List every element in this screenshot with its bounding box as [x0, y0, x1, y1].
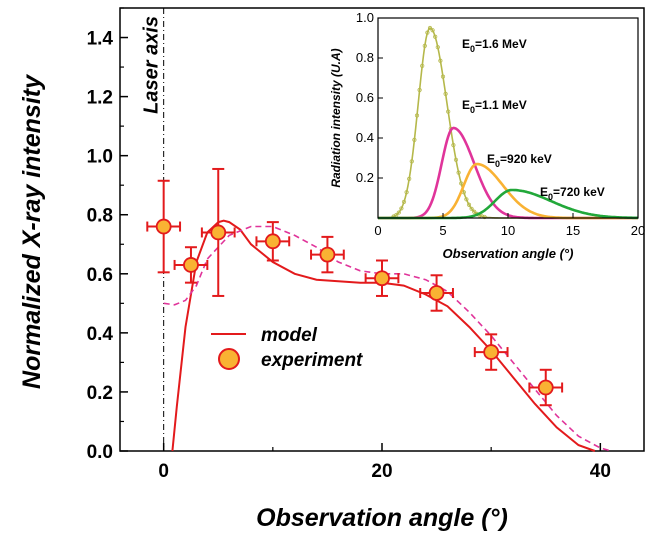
inset-curve-marker — [469, 206, 474, 211]
inset-y-axis-label: Radiation intensity (U.A) — [329, 48, 343, 187]
inset-y-tick-label: 0.6 — [356, 90, 374, 105]
model-dashed-line — [163, 225, 612, 452]
inset-x-tick-label: 10 — [501, 223, 515, 238]
inset-curve-marker — [427, 25, 433, 31]
main-chart: 0.0 0.2 0.4 0.6 0.8 1.0 1.2 1.4 0 20 40 Laser axi… — [18, 7, 645, 532]
experiment-point — [483, 344, 500, 360]
inset-curve-marker — [482, 214, 487, 220]
inset-x-ticks: 0 5 10 15 20 — [374, 213, 645, 238]
inset-x-tick-label: 15 — [566, 223, 580, 238]
inset-curve-marker — [417, 87, 422, 93]
inset-curve-marker — [422, 43, 427, 48]
inset-curve-marker — [409, 159, 414, 164]
inset-curve-marker — [440, 74, 446, 79]
main-y-tick-label: 1.0 — [87, 147, 113, 168]
inset-series-label: E0=720 keV — [540, 185, 605, 202]
experiment-point — [428, 285, 445, 301]
inset-chart: 0.20.40.60.81.0 0 5 10 15 20 E0=1.6 MeVE0=1.… — [329, 10, 645, 261]
main-experiment-points — [146, 167, 564, 407]
inset-curve-marker — [420, 63, 425, 68]
main-y-tick-label: 0.8 — [87, 206, 113, 227]
inset-curve-marker — [412, 137, 417, 142]
main-y-tick-label: 1.4 — [87, 29, 114, 50]
inset-curve-marker — [456, 170, 461, 175]
main-x-axis-label: Observation angle (°) — [256, 504, 508, 532]
main-y-ticks: 0.0 0.2 0.4 0.6 0.8 1.0 1.2 1.4 — [87, 7, 128, 463]
inset-curve-marker — [399, 206, 404, 211]
experiment-point — [374, 270, 390, 287]
inset-curve-marker — [425, 30, 430, 35]
inset-curve-marker — [464, 197, 469, 202]
inset-y-tick-label: 0.8 — [356, 50, 374, 65]
main-y-tick-label: 0.6 — [87, 265, 113, 286]
inset-curve-marker — [433, 34, 438, 39]
inset-plot-background — [378, 18, 638, 218]
inset-curve-marker — [472, 209, 477, 214]
inset-curve-marker — [404, 190, 409, 195]
inset-x-tick-label: 0 — [374, 223, 381, 238]
inset-curve-marker — [446, 109, 451, 114]
model-line — [171, 219, 596, 452]
main-curves — [163, 219, 612, 452]
inset-series-label: E0=1.6 MeV — [462, 37, 527, 54]
inset-curve-marker — [396, 210, 401, 215]
main-x-ticks: 0 20 40 — [158, 443, 611, 482]
experiment-point — [319, 246, 336, 263]
experiment-point — [210, 224, 227, 241]
experiment-point — [155, 218, 172, 235]
main-x-tick-label: 40 — [590, 461, 611, 482]
inset-x-tick-label: 20 — [631, 223, 645, 238]
inset-curve-marker — [407, 176, 412, 181]
inset-curve-marker — [466, 202, 472, 207]
inset-curve-marker — [401, 199, 407, 205]
inset-y-tick-label: 0.4 — [356, 130, 374, 145]
inset-y-tick-label: 1.0 — [356, 10, 374, 25]
legend-model-label: model — [261, 325, 318, 346]
inset-curve-marker — [438, 58, 443, 63]
legend-experiment-swatch — [218, 348, 240, 370]
inset-series-label: E0=920 keV — [487, 152, 552, 169]
main-x-tick-label: 0 — [158, 461, 169, 482]
inset-curve-marker — [435, 45, 440, 50]
inset-x-axis-label: Observation angle (°) — [443, 246, 574, 261]
main-y-tick-label: 0.0 — [87, 442, 113, 463]
inset-series-label: E0=1.1 MeV — [462, 98, 527, 115]
main-y-tick-label: 1.2 — [87, 88, 113, 109]
main-y-axis-label: Normalized X-ray intensity — [18, 74, 46, 389]
inset-curve-marker — [459, 181, 464, 186]
inset-curve-marker — [430, 28, 435, 33]
laser-axis-label: Laser axis — [141, 16, 163, 114]
experiment-point — [537, 379, 554, 396]
inset-curve-marker — [443, 91, 448, 97]
main-y-tick-label: 0.4 — [87, 324, 114, 345]
experiment-point — [264, 233, 281, 250]
inset-curve-marker — [453, 157, 459, 162]
inset-x-tick-label: 5 — [439, 223, 446, 238]
legend-experiment-label: experiment — [261, 350, 363, 371]
inset-y-ticks: 0.2 0.4 0.6 0.8 1.0 — [356, 10, 383, 185]
inset-series-labels: E0=1.6 MeV E0=1.1 MeV E0=920 keV E0=720 keV — [462, 37, 605, 202]
main-x-tick-label: 20 — [371, 461, 392, 482]
main-y-tick-label: 0.2 — [87, 383, 113, 404]
inset-curve-marker — [414, 113, 420, 118]
legend: model experiment — [211, 325, 363, 371]
inset-curve-marker — [451, 143, 456, 148]
experiment-point — [183, 257, 199, 273]
inset-y-tick-label: 0.2 — [356, 170, 374, 185]
